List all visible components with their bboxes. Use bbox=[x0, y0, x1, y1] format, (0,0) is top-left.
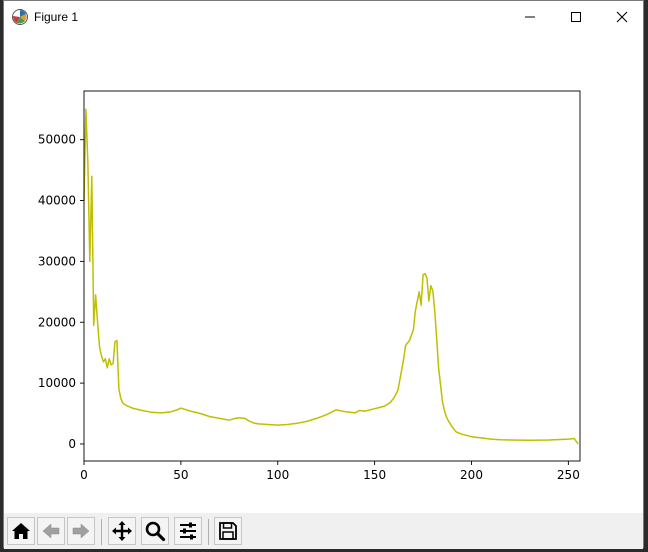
maximize-icon bbox=[571, 12, 581, 22]
window-title: Figure 1 bbox=[34, 10, 79, 24]
back-button[interactable] bbox=[37, 517, 65, 545]
x-tick-label: 250 bbox=[557, 468, 580, 482]
zoom-button[interactable] bbox=[141, 517, 169, 545]
floppy-disk-icon bbox=[219, 522, 237, 540]
line-chart: 0 50 100 150 200 250 0 10000 20000 30000 40000 5000… bbox=[38, 90, 581, 482]
navigation-toolbar bbox=[4, 513, 643, 549]
toolbar-separator bbox=[101, 519, 102, 545]
y-tick-label: 30000 bbox=[38, 254, 76, 268]
save-button[interactable] bbox=[214, 517, 242, 545]
figure-canvas[interactable]: 0 50 100 150 200 250 0 10000 20000 30000 40000 5000… bbox=[4, 33, 643, 513]
figure-window: Figure 1 0 50 100 150 200 250 0 10000 20000 30000… bbox=[3, 0, 644, 549]
y-tick-label: 40000 bbox=[38, 194, 76, 208]
minimize-icon bbox=[525, 16, 535, 18]
title-bar[interactable]: Figure 1 bbox=[4, 1, 643, 33]
x-tick-label: 150 bbox=[363, 468, 386, 482]
x-tick-label: 100 bbox=[266, 468, 289, 482]
x-tick-label: 50 bbox=[173, 468, 188, 482]
move-icon bbox=[112, 521, 132, 541]
y-tick-label: 10000 bbox=[38, 376, 76, 390]
x-tick-label: 200 bbox=[460, 468, 483, 482]
home-icon bbox=[12, 523, 30, 539]
y-tick-label: 0 bbox=[68, 437, 76, 451]
forward-button[interactable] bbox=[67, 517, 95, 545]
pan-button[interactable] bbox=[108, 517, 136, 545]
close-icon bbox=[616, 11, 628, 23]
axes-frame bbox=[83, 90, 581, 462]
maximize-button[interactable] bbox=[553, 1, 599, 33]
y-tick-label: 20000 bbox=[38, 315, 76, 329]
minimize-button[interactable] bbox=[507, 1, 553, 33]
series-line-0 bbox=[83, 108, 579, 445]
back-arrow-icon bbox=[42, 523, 60, 539]
matplotlib-logo-icon bbox=[12, 9, 28, 25]
x-tick-label: 0 bbox=[80, 468, 88, 482]
toolbar-separator bbox=[208, 519, 209, 545]
y-tick-label: 50000 bbox=[38, 133, 76, 147]
forward-arrow-icon bbox=[72, 523, 90, 539]
close-button[interactable] bbox=[599, 1, 645, 33]
configure-subplots-button[interactable] bbox=[174, 517, 202, 545]
magnifier-icon bbox=[145, 521, 166, 542]
home-button[interactable] bbox=[7, 517, 35, 545]
sliders-icon bbox=[180, 522, 196, 540]
